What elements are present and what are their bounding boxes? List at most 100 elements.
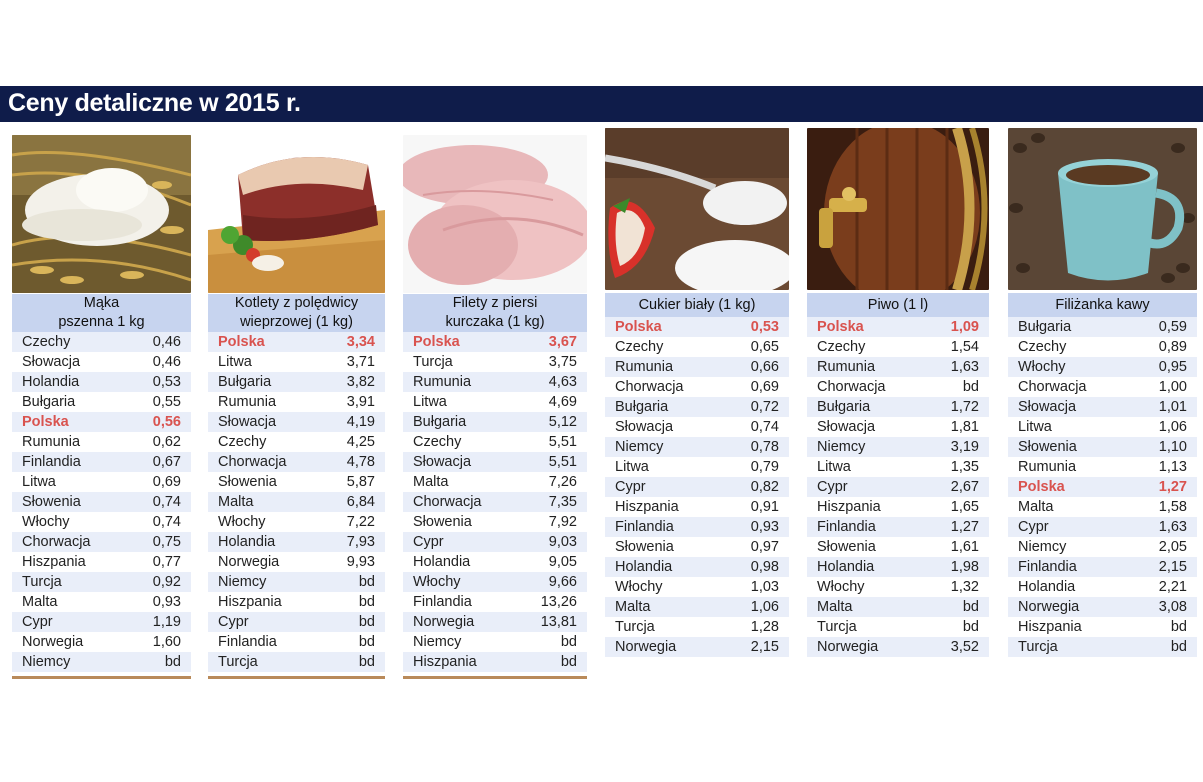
table-row: Słowenia 7,92 (403, 512, 587, 532)
table-row: Polska 3,34 (208, 332, 385, 352)
price-value: 2,67 (950, 479, 979, 495)
table-row: Finlandia 2,15 (1008, 557, 1197, 577)
price-value: 4,69 (548, 394, 577, 410)
price-value: 3,82 (346, 374, 375, 390)
table-row: Turcja bd (1008, 637, 1197, 657)
price-value: 3,75 (548, 354, 577, 370)
price-value: 1,27 (950, 519, 979, 535)
table-header: Piwo (1 l) (807, 293, 989, 317)
table-row: Czechy 0,89 (1008, 337, 1197, 357)
table-row: Litwa 1,06 (1008, 417, 1197, 437)
table-row: Finlandia 13,26 (403, 592, 587, 612)
country-name: Turcja (1018, 639, 1058, 655)
country-name: Słowenia (413, 514, 472, 530)
table-row: Cypr 9,03 (403, 532, 587, 552)
table-row: Rumunia 3,91 (208, 392, 385, 412)
country-name: Finlandia (218, 634, 277, 650)
country-name: Hiszpania (413, 654, 477, 670)
country-name: Cypr (817, 479, 848, 495)
price-value: bd (560, 634, 577, 650)
price-value: 1,13 (1158, 459, 1187, 475)
price-value: 1,61 (950, 539, 979, 555)
price-value: 9,05 (548, 554, 577, 570)
table-rows: Bułgaria 0,59 Czechy 0,89 Włochy 0,95 Chorwacj… (1008, 317, 1197, 657)
chicken-breast-photo (403, 135, 587, 293)
price-value: 0,95 (1158, 359, 1187, 375)
price-value: 0,91 (750, 499, 779, 515)
country-name: Hiszpania (22, 554, 86, 570)
table-rows: Czechy 0,46 Słowacja 0,46 Holandia 0,53 Bułgar… (12, 332, 191, 672)
price-value: 1,10 (1158, 439, 1187, 455)
table-row: Chorwacja bd (807, 377, 989, 397)
table-row: Niemcy bd (208, 572, 385, 592)
table-row: Chorwacja 7,35 (403, 492, 587, 512)
table-row: Litwa 3,71 (208, 352, 385, 372)
price-value: 0,89 (1158, 339, 1187, 355)
page-title: Ceny detaliczne w 2015 r. (8, 89, 301, 117)
table-row: Niemcy 3,19 (807, 437, 989, 457)
country-name: Cypr (413, 534, 444, 550)
table-row: Niemcy bd (403, 632, 587, 652)
country-name: Niemcy (22, 654, 71, 670)
table-row: Bułgaria 1,72 (807, 397, 989, 417)
table-row: Holandia 1,98 (807, 557, 989, 577)
price-value: 0,98 (750, 559, 779, 575)
country-name: Malta (817, 599, 853, 615)
table-row: Włochy 0,95 (1008, 357, 1197, 377)
country-name: Malta (413, 474, 449, 490)
price-value: bd (164, 654, 181, 670)
country-name: Polska (218, 334, 265, 350)
table-row: Słowacja 5,51 (403, 452, 587, 472)
country-name: Rumunia (1018, 459, 1077, 475)
country-name: Niemcy (615, 439, 664, 455)
table-row: Norwegia 3,08 (1008, 597, 1197, 617)
table-row: Słowenia 1,61 (807, 537, 989, 557)
table-row: Czechy 5,51 (403, 432, 587, 452)
country-name: Bułgaria (817, 399, 871, 415)
table-row: Niemcy 0,78 (605, 437, 789, 457)
country-name: Słowenia (22, 494, 81, 510)
price-value: 1,28 (750, 619, 779, 635)
price-value: 0,77 (152, 554, 181, 570)
table-row: Malta 6,84 (208, 492, 385, 512)
table-row: Niemcy bd (12, 652, 191, 672)
table-row: Finlandia 0,93 (605, 517, 789, 537)
country-name: Włochy (817, 579, 865, 595)
price-value: bd (1170, 619, 1187, 635)
price-value: 0,82 (750, 479, 779, 495)
country-name: Chorwacja (817, 379, 886, 395)
country-name: Holandia (817, 559, 875, 575)
table-row: Malta 1,58 (1008, 497, 1197, 517)
table-row: Rumunia 0,66 (605, 357, 789, 377)
price-value: bd (962, 379, 979, 395)
price-value: 0,74 (750, 419, 779, 435)
price-value: bd (358, 574, 375, 590)
price-value: 0,92 (152, 574, 181, 590)
country-name: Polska (615, 319, 662, 335)
table-row: Rumunia 4,63 (403, 372, 587, 392)
country-name: Włochy (1018, 359, 1066, 375)
table-row: Holandia 7,93 (208, 532, 385, 552)
table-row: Czechy 4,25 (208, 432, 385, 452)
country-name: Włochy (413, 574, 461, 590)
table-row: Cypr bd (208, 612, 385, 632)
table-rows: Polska 0,53 Czechy 0,65 Rumunia 0,66 Chorwacja… (605, 317, 789, 657)
table-row: Finlandia 1,27 (807, 517, 989, 537)
price-value: bd (962, 599, 979, 615)
country-name: Chorwacja (22, 534, 91, 550)
table-rows: Polska 3,34 Litwa 3,71 Bułgaria 3,82 Rumunia 3,… (208, 332, 385, 672)
table-rows: Polska 3,67 Turcja 3,75 Rumunia 4,63 Litwa 4,69… (403, 332, 587, 672)
country-name: Chorwacja (218, 454, 287, 470)
price-value: 5,87 (346, 474, 375, 490)
price-value: 0,66 (750, 359, 779, 375)
country-name: Rumunia (22, 434, 81, 450)
price-value: 0,74 (152, 494, 181, 510)
country-name: Turcja (817, 619, 857, 635)
price-value: 0,69 (750, 379, 779, 395)
table-row: Bułgaria 3,82 (208, 372, 385, 392)
divider (403, 676, 587, 679)
price-value: 1,81 (950, 419, 979, 435)
table-row: Włochy 7,22 (208, 512, 385, 532)
country-name: Słowacja (615, 419, 674, 435)
country-name: Słowacja (413, 454, 472, 470)
